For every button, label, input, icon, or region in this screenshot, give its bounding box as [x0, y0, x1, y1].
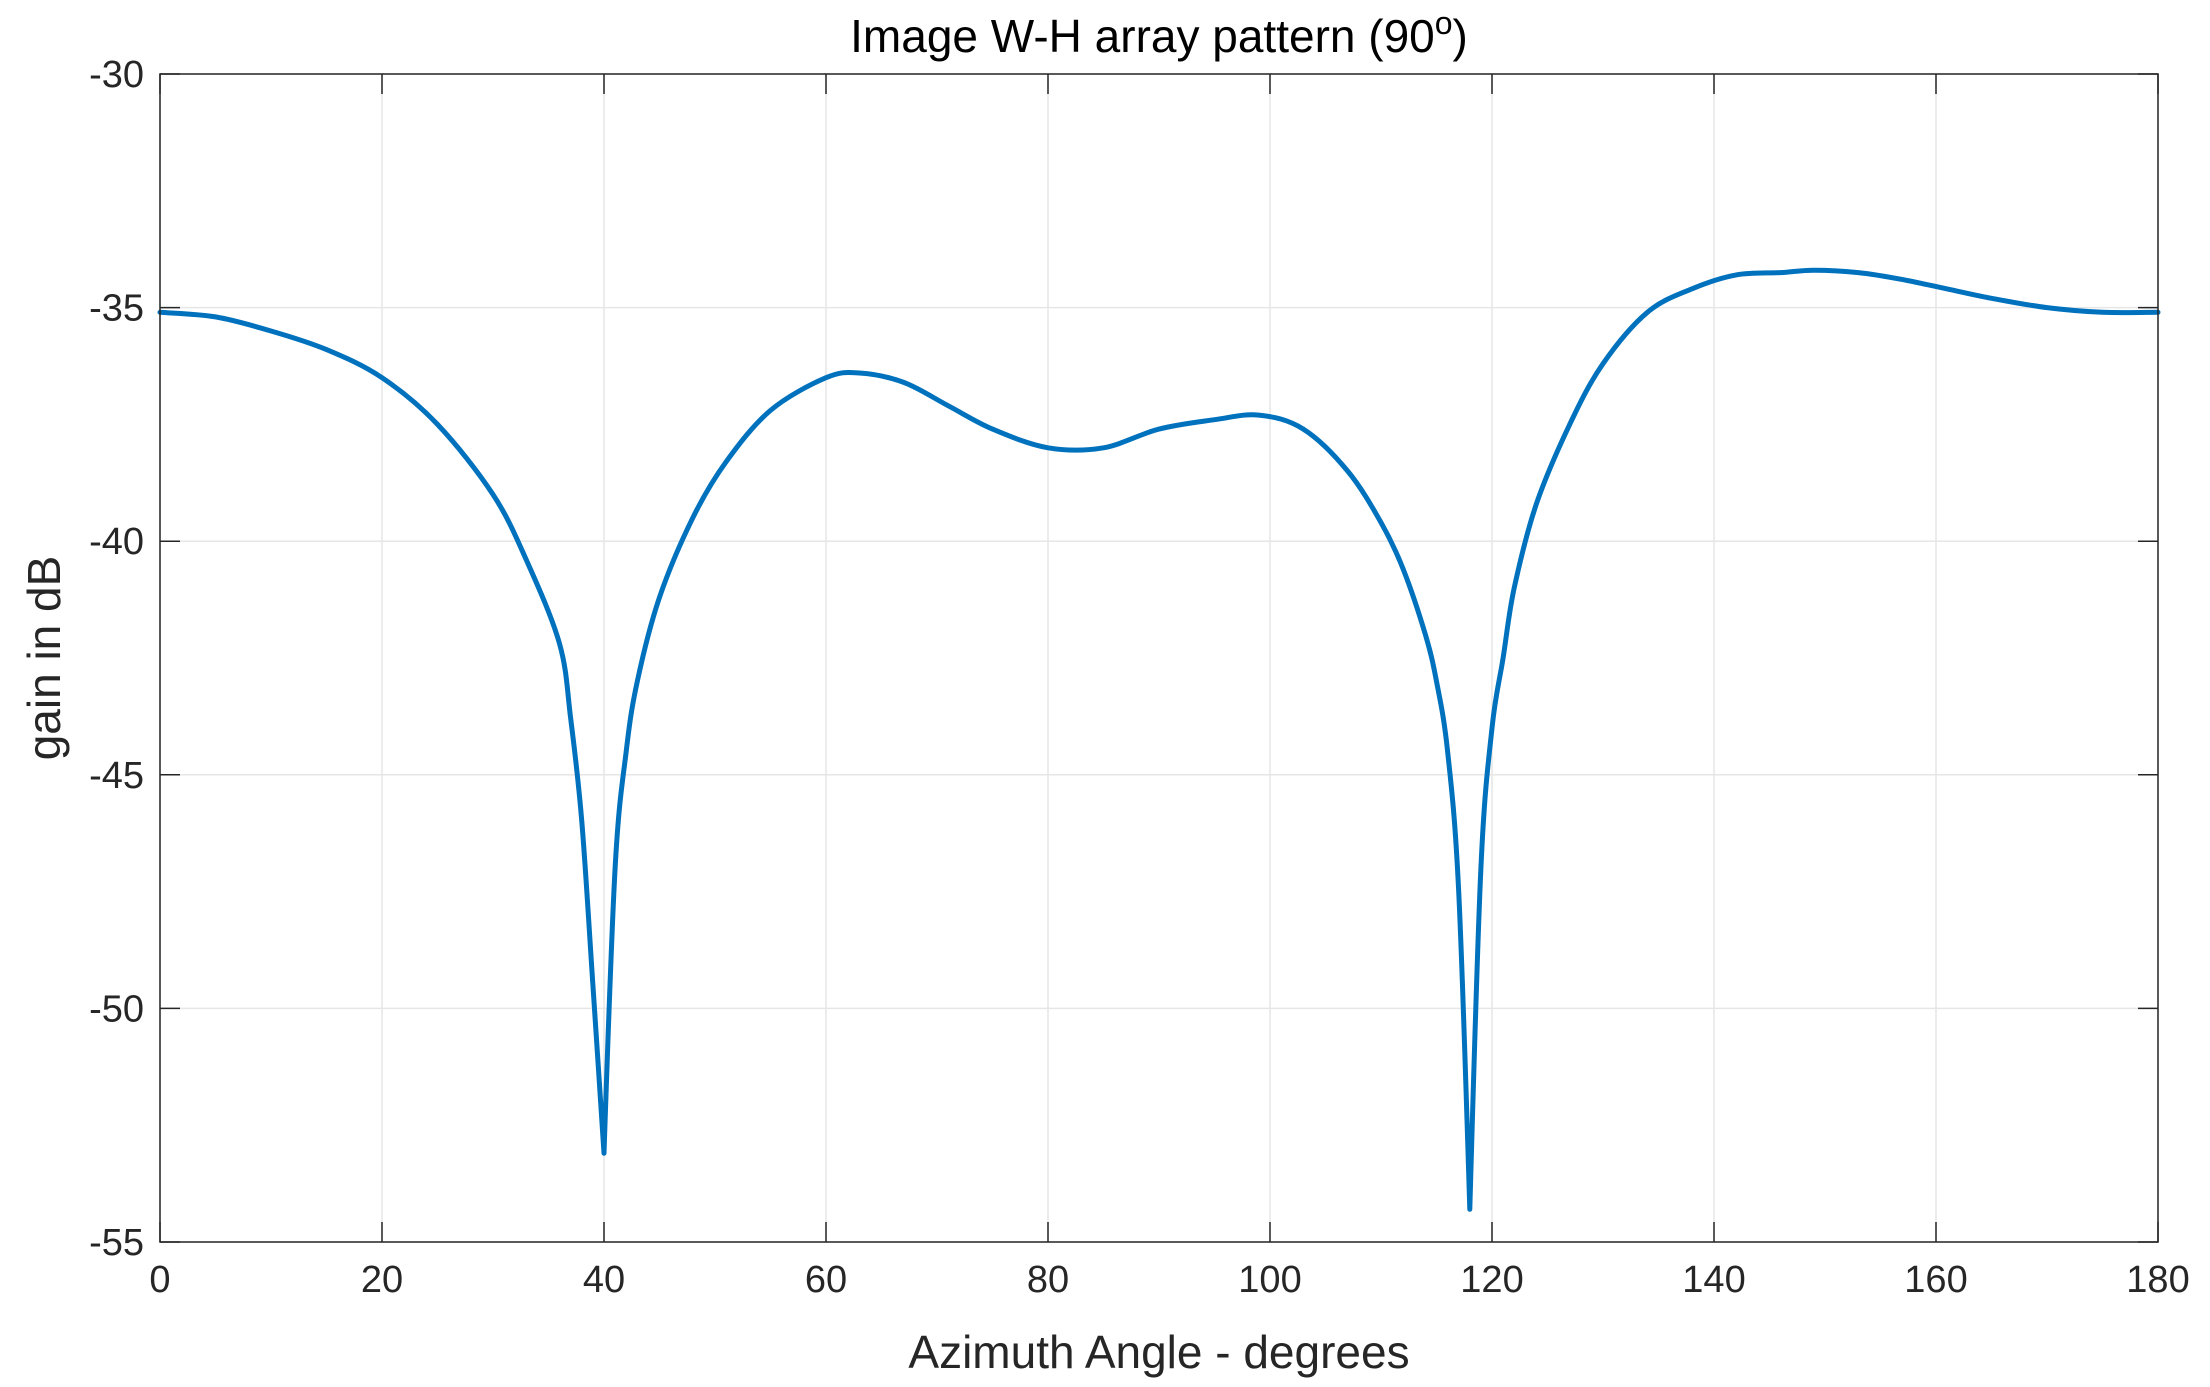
x-tick-label-120: 120	[1460, 1259, 1523, 1301]
x-tick-label-160: 160	[1904, 1259, 1967, 1301]
plot-frame	[159, 73, 2159, 1243]
y-tick-label--45: -45	[89, 755, 144, 797]
chart-title-superscript: o	[1435, 5, 1453, 41]
ticks-y: -55 -50 -45 -40 -35 -30	[89, 54, 2158, 1264]
x-tick-label-100: 100	[1238, 1259, 1301, 1301]
x-tick-label-60: 60	[805, 1259, 847, 1301]
x-axis-label: Azimuth Angle - degrees	[908, 1326, 1409, 1378]
x-tick-label-140: 140	[1682, 1259, 1745, 1301]
y-axis-label: gain in dB	[18, 556, 70, 761]
chart-title-suffix: )	[1453, 10, 1468, 62]
chart-title-main: Image W-H array pattern (90	[850, 10, 1435, 62]
ticks-x: 0 20 40 60 80 100 120 140 160 180	[149, 74, 2190, 1301]
x-tick-label-20: 20	[361, 1259, 403, 1301]
x-tick-label-180: 180	[2126, 1259, 2189, 1301]
y-tick-label--50: -50	[89, 988, 144, 1030]
x-tick-label-80: 80	[1027, 1259, 1069, 1301]
y-tick-label--35: -35	[89, 288, 144, 330]
series-line-0	[157, 267, 2161, 1212]
x-tick-label-0: 0	[149, 1259, 170, 1301]
plot-area-background	[160, 74, 2158, 1242]
y-tick-label--30: -30	[89, 54, 144, 96]
series-layer	[157, 267, 2161, 1212]
y-tick-label--40: -40	[89, 521, 144, 563]
y-tick-label--55: -55	[89, 1222, 144, 1264]
x-tick-label-40: 40	[583, 1259, 625, 1301]
chart-title: Image W-H array pattern (90o)	[850, 5, 1468, 62]
